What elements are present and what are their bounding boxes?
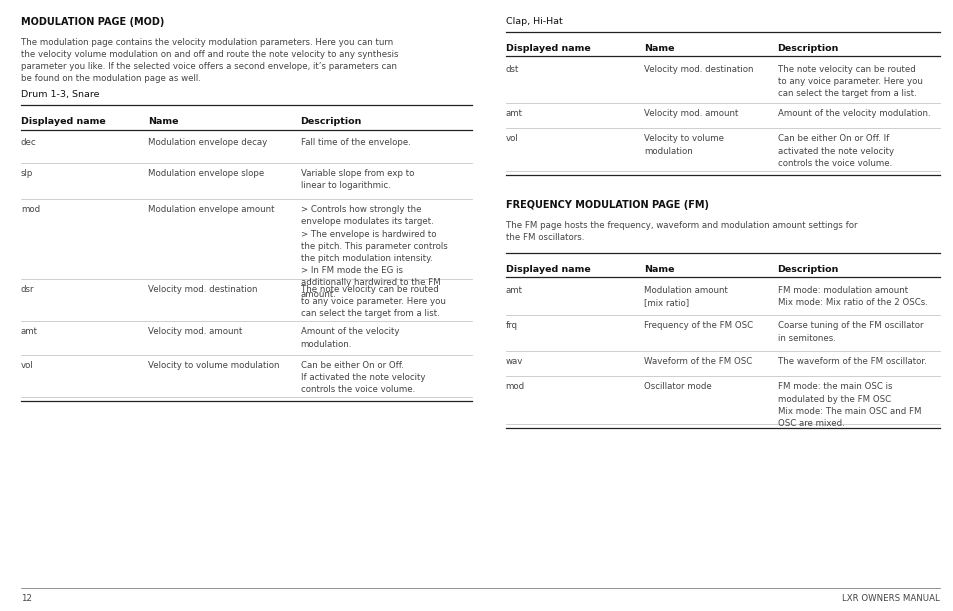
Text: Oscillator mode: Oscillator mode [643, 382, 711, 392]
Text: vol: vol [505, 134, 517, 144]
Text: Velocity to volume
modulation: Velocity to volume modulation [643, 134, 723, 156]
Text: Frequency of the FM OSC: Frequency of the FM OSC [643, 321, 752, 331]
Text: Modulation amount
[mix ratio]: Modulation amount [mix ratio] [643, 286, 727, 307]
Text: Coarse tuning of the FM oscillator
in semitones.: Coarse tuning of the FM oscillator in se… [777, 321, 923, 343]
Text: The modulation page contains the velocity modulation parameters. Here you can tu: The modulation page contains the velocit… [21, 38, 398, 83]
Text: Velocity mod. destination: Velocity mod. destination [148, 285, 257, 294]
Text: 12: 12 [21, 594, 32, 603]
Text: slp: slp [21, 169, 33, 178]
Text: Displayed name: Displayed name [505, 265, 590, 274]
Text: Amount of the velocity modulation.: Amount of the velocity modulation. [777, 109, 929, 118]
Text: Modulation envelope amount: Modulation envelope amount [148, 205, 274, 214]
Text: Description: Description [777, 44, 838, 53]
Text: Clap, Hi-Hat: Clap, Hi-Hat [505, 17, 561, 26]
Text: Velocity mod. destination: Velocity mod. destination [643, 65, 753, 74]
Text: MODULATION PAGE (MOD): MODULATION PAGE (MOD) [21, 17, 164, 27]
Text: Name: Name [643, 44, 674, 53]
Text: Velocity mod. amount: Velocity mod. amount [643, 109, 738, 118]
Text: The note velocity can be routed
to any voice parameter. Here you
can select the : The note velocity can be routed to any v… [777, 65, 922, 98]
Text: Variable slope from exp to
linear to logarithmic.: Variable slope from exp to linear to log… [300, 169, 414, 190]
Text: Can be either On or Off.
If activated the note velocity
controls the voice volum: Can be either On or Off. If activated th… [300, 361, 425, 395]
Text: Can be either On or Off. If
activated the note velocity
controls the voice volum: Can be either On or Off. If activated th… [777, 134, 893, 168]
Text: Amount of the velocity
modulation.: Amount of the velocity modulation. [300, 327, 398, 349]
Text: Description: Description [777, 265, 838, 274]
Text: mod: mod [21, 205, 40, 214]
Text: amt: amt [505, 286, 522, 295]
Text: Name: Name [148, 117, 178, 126]
Text: Displayed name: Displayed name [505, 44, 590, 53]
Text: Velocity mod. amount: Velocity mod. amount [148, 327, 242, 337]
Text: FM mode: the main OSC is
modulated by the FM OSC
Mix mode: The main OSC and FM
O: FM mode: the main OSC is modulated by th… [777, 382, 920, 428]
Text: Velocity to volume modulation: Velocity to volume modulation [148, 361, 279, 370]
Text: Waveform of the FM OSC: Waveform of the FM OSC [643, 357, 751, 366]
Text: LXR OWNERS MANUAL: LXR OWNERS MANUAL [841, 594, 939, 603]
Text: dst: dst [505, 65, 518, 74]
Text: The note velocity can be routed
to any voice parameter. Here you
can select the : The note velocity can be routed to any v… [300, 285, 445, 318]
Text: Name: Name [643, 265, 674, 274]
Text: Modulation envelope slope: Modulation envelope slope [148, 169, 264, 178]
Text: amt: amt [505, 109, 522, 118]
Text: The FM page hosts the frequency, waveform and modulation amount settings for
the: The FM page hosts the frequency, wavefor… [505, 221, 856, 243]
Text: frq: frq [505, 321, 517, 331]
Text: Drum 1-3, Snare: Drum 1-3, Snare [21, 90, 99, 100]
Text: mod: mod [505, 382, 524, 392]
Text: wav: wav [505, 357, 522, 366]
Text: dsr: dsr [21, 285, 34, 294]
Text: The waveform of the FM oscillator.: The waveform of the FM oscillator. [777, 357, 925, 366]
Text: amt: amt [21, 327, 38, 337]
Text: dec: dec [21, 138, 36, 147]
Text: FREQUENCY MODULATION PAGE (FM): FREQUENCY MODULATION PAGE (FM) [505, 200, 708, 210]
Text: > Controls how strongly the
envelope modulates its target.
> The envelope is har: > Controls how strongly the envelope mod… [300, 205, 447, 299]
Text: Modulation envelope decay: Modulation envelope decay [148, 138, 267, 147]
Text: vol: vol [21, 361, 33, 370]
Text: FM mode: modulation amount
Mix mode: Mix ratio of the 2 OSCs.: FM mode: modulation amount Mix mode: Mix… [777, 286, 926, 307]
Text: Displayed name: Displayed name [21, 117, 106, 126]
Text: Description: Description [300, 117, 361, 126]
Text: Fall time of the envelope.: Fall time of the envelope. [300, 138, 410, 147]
